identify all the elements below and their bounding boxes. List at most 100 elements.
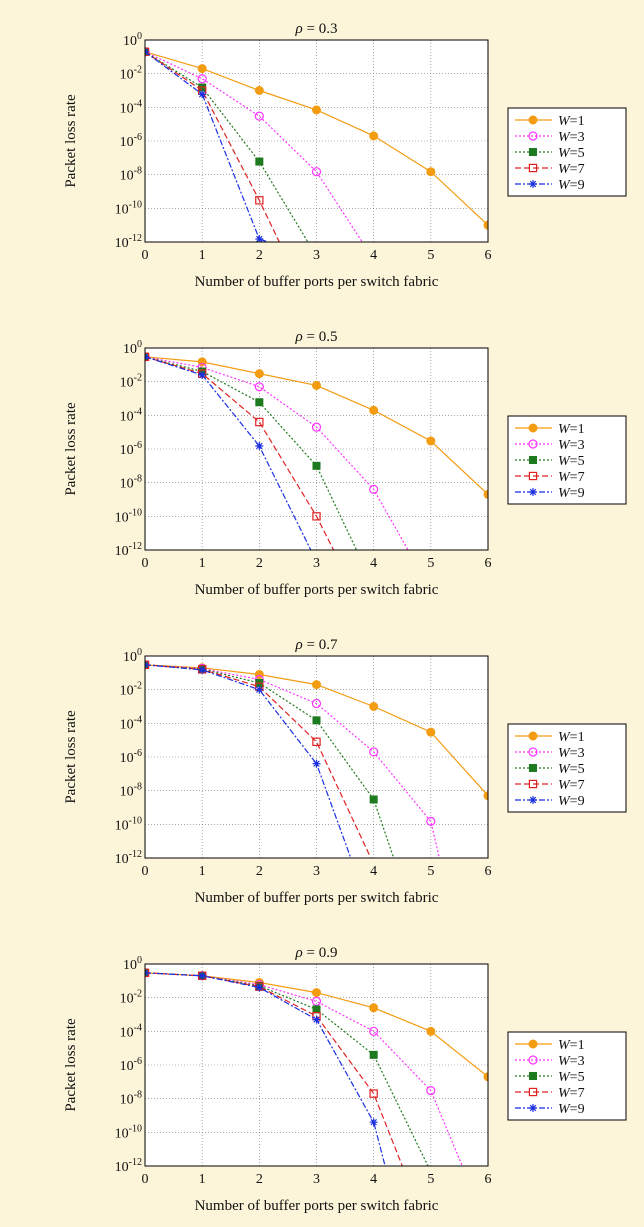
data-point (254, 382, 264, 392)
data-point (312, 1005, 321, 1014)
legend-label: W=1 (558, 114, 585, 129)
legend-value: =7 (570, 162, 585, 177)
data-point (369, 747, 379, 757)
legend-label: W=9 (558, 486, 585, 501)
legend: W=1W=3W=5W=7W=9 (507, 1031, 627, 1121)
legend-value: =1 (570, 114, 585, 129)
chart-title: ρ = 0.7 (295, 637, 338, 653)
plot-frame (144, 963, 489, 1167)
data-point (255, 398, 264, 407)
legend-item: W=7 (515, 778, 585, 793)
y-tick-exp: -2 (134, 373, 142, 384)
data-point (197, 74, 207, 84)
y-tick-base: 10 (120, 135, 134, 150)
title-value: = 0.5 (306, 329, 337, 345)
x-tick-label: 0 (142, 556, 149, 571)
x-tick-label: 5 (427, 1172, 434, 1187)
data-point (369, 405, 379, 415)
chart-title: ρ = 0.9 (295, 945, 338, 961)
legend: W=1W=3W=5W=7W=9 (507, 107, 627, 197)
y-tick-base: 10 (120, 1093, 134, 1108)
legend-marker (528, 1087, 538, 1097)
legend-value: =7 (570, 778, 585, 793)
data-point (255, 235, 264, 242)
y-tick-base: 10 (120, 477, 134, 492)
y-tick-label: 10-2 (120, 989, 142, 1007)
y-tick-base: 10 (120, 101, 134, 116)
legend-marker (529, 148, 537, 156)
x-tick-label: 6 (485, 248, 492, 263)
legend-marker (528, 731, 538, 741)
y-tick-base: 10 (120, 443, 134, 458)
y-tick-label: 10-10 (115, 507, 142, 525)
data-point (254, 86, 264, 95)
series-5 (145, 47, 269, 242)
y-axis-label: Packet loss rate (63, 1018, 79, 1112)
legend-variable: W (558, 114, 571, 129)
x-tick-label: 2 (256, 556, 263, 571)
y-tick-exp: -4 (134, 1022, 142, 1033)
legend-variable: W (558, 746, 571, 761)
legend-value: =5 (570, 454, 585, 469)
title-value: = 0.7 (306, 637, 337, 653)
x-tick-label: 5 (427, 248, 434, 263)
y-tick-exp: -6 (134, 1056, 142, 1067)
data-point (369, 131, 379, 141)
x-tick-label: 3 (313, 1172, 320, 1187)
x-tick-label: 1 (199, 556, 206, 571)
y-tick-base: 10 (120, 1025, 134, 1040)
x-tick-label: 2 (256, 248, 263, 263)
series-line (145, 51, 309, 242)
y-tick-label: 10-8 (120, 782, 142, 800)
legend-marker (529, 456, 537, 464)
data-point (198, 370, 207, 379)
y-tick-label: 10-2 (120, 373, 142, 391)
y-tick-exp: -6 (134, 132, 142, 143)
legend-marker (528, 131, 538, 141)
data-point (369, 795, 378, 804)
legend-label: W=1 (558, 422, 585, 437)
x-tick-label: 6 (485, 864, 492, 879)
x-tick-label: 3 (313, 864, 320, 879)
x-tick-label: 3 (313, 248, 320, 263)
y-tick-exp: 0 (137, 955, 142, 966)
legend-value: =1 (570, 422, 585, 437)
x-tick-label: 0 (142, 248, 149, 263)
data-point (312, 737, 321, 746)
y-tick-label: 10-8 (120, 1090, 142, 1108)
title-value: = 0.9 (306, 945, 337, 961)
y-tick-exp: -12 (129, 541, 142, 552)
data-point (369, 1118, 378, 1127)
y-tick-base: 10 (120, 68, 134, 83)
y-tick-label: 100 (123, 339, 142, 357)
data-point (255, 442, 264, 451)
y-tick-exp: -10 (129, 815, 142, 826)
legend-label: W=3 (558, 130, 585, 145)
data-point (311, 996, 322, 1007)
legend-marker (528, 115, 538, 125)
data-point (197, 64, 207, 74)
legend-label: W=7 (558, 1086, 585, 1101)
series-5 (145, 968, 386, 1166)
legend-label: W=5 (558, 454, 585, 469)
data-point (426, 167, 436, 177)
series-line (145, 51, 280, 242)
y-tick-base: 10 (123, 34, 137, 49)
legend: W=1W=3W=5W=7W=9 (507, 415, 627, 505)
legend-marker (528, 163, 538, 173)
legend-marker (528, 1055, 538, 1065)
series-line (145, 356, 358, 550)
y-tick-exp: 0 (137, 647, 142, 658)
legend-variable: W (558, 730, 571, 745)
y-tick-label: 100 (123, 31, 142, 49)
y-tick-label: 10-6 (120, 132, 142, 150)
data-point (255, 157, 264, 166)
data-point (369, 702, 379, 711)
data-point (369, 1003, 379, 1013)
title-value: = 0.3 (306, 21, 337, 37)
data-point (483, 791, 488, 801)
legend-variable: W (558, 1038, 571, 1053)
legend-label: W=7 (558, 162, 585, 177)
x-tick-label: 1 (199, 248, 206, 263)
